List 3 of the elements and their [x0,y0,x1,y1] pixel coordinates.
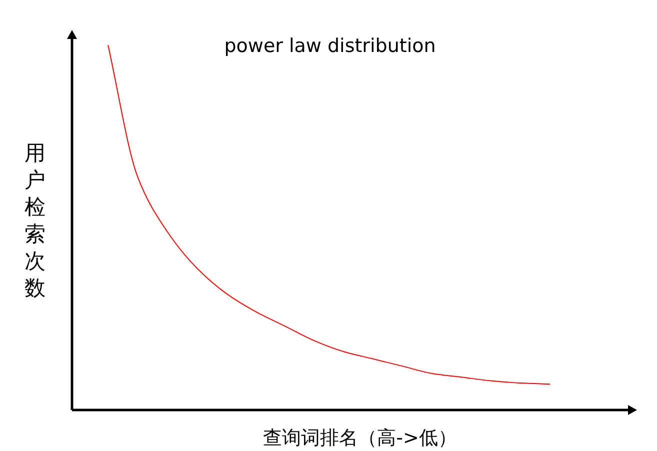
y-axis-title: 用户检索次数 [24,141,46,300]
x-axis-title: 查询词排名（高->低） [263,427,457,449]
chart-title: power law distribution [224,35,436,57]
